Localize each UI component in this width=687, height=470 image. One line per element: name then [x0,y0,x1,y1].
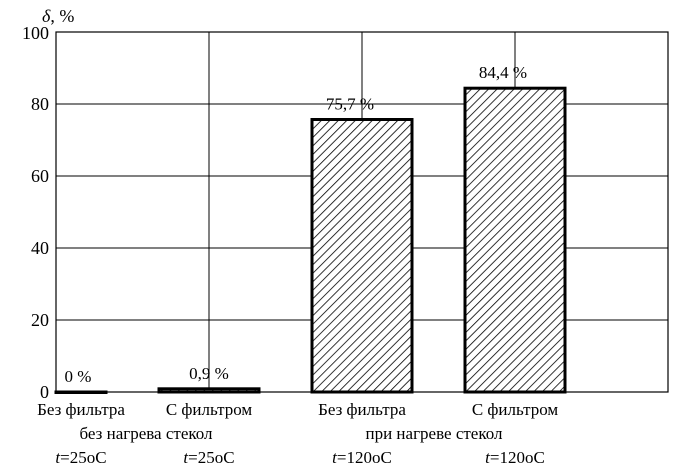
y-tick-label: 40 [31,238,49,258]
bar-4 [463,86,567,394]
y-tick-label: 100 [22,23,49,43]
y-tick-label: 0 [40,382,49,402]
bar-3 [310,118,414,394]
y-tick-labels: 0 20 40 60 80 100 [22,23,49,402]
y-tick-label: 20 [31,310,49,330]
bar-2 [157,387,261,394]
group-labels: без нагрева стекол при нагреве стекол [79,424,503,443]
category-label-2: С фильтром [166,400,253,419]
data-label-3: 75,7 % [326,95,374,114]
category-label-3: Без фильтра [318,400,406,419]
group-label-1: без нагрева стекол [79,424,213,443]
y-tick-label: 60 [31,166,49,186]
data-label-2: 0,9 % [189,364,229,383]
temperature-label-3: t=120oC [332,448,392,467]
data-label-1: 0 % [65,367,92,386]
bar-1 [54,390,108,394]
data-label-4: 84,4 % [479,63,527,82]
bars [54,86,567,394]
temperature-label-1: t=25oC [55,448,106,467]
data-labels: 0 % 0,9 % 75,7 % 84,4 % [65,63,528,386]
y-tick-label: 80 [31,94,49,114]
temperature-label-4: t=120oC [485,448,545,467]
category-label-1: Без фильтра [37,400,125,419]
y-axis-title: δ, % [42,6,74,26]
temperature-labels: t=25oC t=25oC t=120oC t=120oC [55,448,544,467]
temperature-label-2: t=25oC [183,448,234,467]
category-label-4: С фильтром [472,400,559,419]
category-labels: Без фильтра С фильтром Без фильтра С фил… [37,400,558,419]
group-label-2: при нагреве стекол [365,424,503,443]
